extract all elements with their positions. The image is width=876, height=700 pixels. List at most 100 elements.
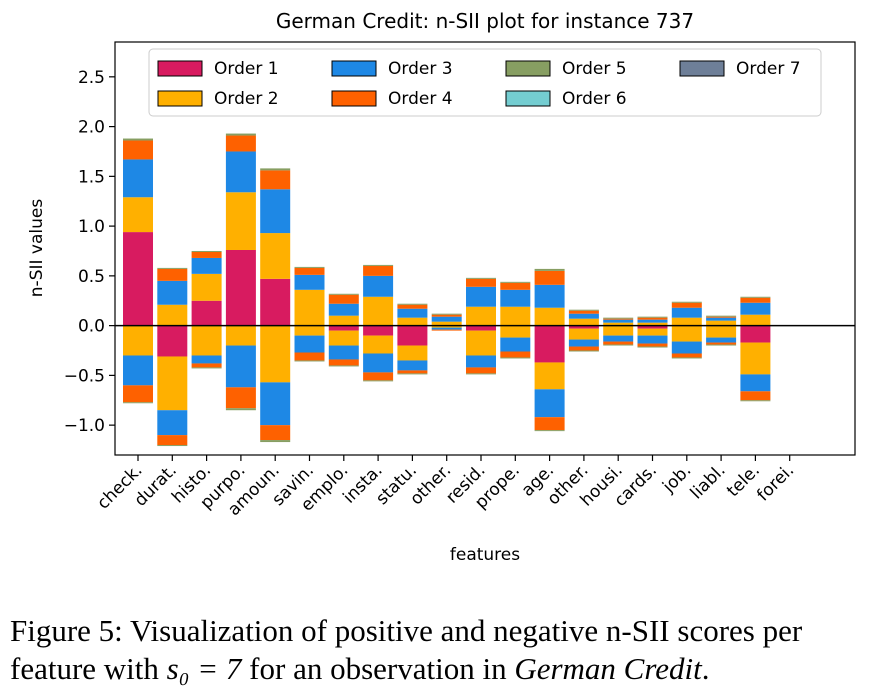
bar-segment (568, 339, 599, 347)
bar-segment (466, 306, 496, 326)
bar-segment (431, 329, 462, 331)
bar-segment (294, 267, 325, 275)
y-tick-label: −0.5 (64, 366, 105, 386)
bar-segment (294, 335, 325, 353)
bar-segment (603, 341, 634, 345)
bar-segment (740, 325, 771, 343)
bar-segment (568, 310, 599, 314)
x-axis: check.durat.histo.purpo.amoun.savin.empl… (93, 455, 798, 520)
bar-segment (260, 170, 291, 190)
y-axis-label: n-SII values (27, 199, 47, 298)
bar-segment (157, 435, 188, 446)
bar-segment (363, 265, 394, 276)
bar-segment (568, 318, 599, 326)
bar-segment (431, 321, 462, 326)
bar-segment (397, 370, 428, 374)
bar-segment (466, 286, 496, 307)
bar-segment (431, 327, 462, 330)
bar-segment (397, 317, 428, 326)
bar-segment (123, 402, 153, 404)
bar-segment (157, 356, 188, 411)
bar-segment (225, 325, 256, 346)
bar-segment (671, 301, 702, 303)
bar-segment (466, 278, 496, 287)
bar-segment (671, 307, 702, 318)
bar-segment (466, 277, 496, 279)
bar-segment (225, 408, 256, 411)
bar-segment (500, 306, 531, 326)
bar-segment (294, 325, 325, 336)
bar-segment (500, 337, 531, 352)
legend-label: Order 3 (388, 59, 453, 79)
bar-segment (123, 385, 153, 403)
bar-segment (225, 249, 256, 326)
bar-segment (671, 353, 702, 358)
bar-segment (534, 284, 565, 308)
bar-segment (568, 350, 599, 352)
y-tick-label: 1.0 (78, 217, 105, 237)
bar-segment (637, 346, 668, 348)
bar-segment (123, 197, 153, 233)
bar-segment (534, 270, 565, 285)
bar-segment (534, 430, 565, 432)
bar-segment (431, 316, 462, 322)
bar-segment (603, 335, 634, 342)
bar-segment (740, 302, 771, 315)
bar-segment (534, 268, 565, 271)
bar-segment (706, 320, 737, 326)
bar-segment (294, 352, 325, 361)
bar-segment (157, 267, 188, 269)
legend-label: Order 2 (214, 89, 279, 109)
bar-segment (603, 322, 634, 326)
bar-segment (671, 341, 702, 354)
bar-segment (294, 289, 325, 326)
bar-segment (568, 313, 599, 319)
legend-label: Order 4 (388, 89, 453, 109)
bar-segment (568, 328, 599, 340)
legend-swatch (331, 90, 377, 107)
bar-segment (225, 387, 256, 409)
plot-frame (114, 41, 856, 456)
bar-segment (603, 325, 634, 336)
bar-segment (568, 309, 599, 311)
bar-segment (603, 317, 634, 319)
bar-segment (706, 342, 737, 345)
n-sii-chart: German Credit: n-SII plot for instance 7… (27, 9, 856, 565)
bar-segment (191, 325, 222, 356)
y-tick-label: 0.0 (78, 317, 105, 337)
bars-layer (123, 133, 771, 447)
legend-label: Order 6 (562, 89, 627, 109)
x-tick-label: forei. (753, 460, 798, 505)
bar-segment (534, 417, 565, 431)
y-tick-label: −1.0 (64, 416, 105, 436)
y-tick-label: 0.5 (78, 267, 105, 287)
bar-segment (706, 315, 737, 317)
bar-segment (740, 391, 771, 401)
bar-segment (466, 373, 496, 375)
bar-segment (706, 337, 737, 343)
bar-segment (191, 300, 222, 326)
bar-segment (397, 373, 428, 375)
bar-segment (534, 362, 565, 390)
bar-segment (397, 325, 428, 346)
bar-segment (671, 325, 702, 342)
bar-segment (157, 280, 188, 305)
legend-swatch (157, 60, 203, 77)
bar-segment (123, 325, 153, 356)
bar-segment (534, 307, 565, 326)
bar-segment (637, 316, 668, 318)
legend-label: Order 5 (562, 59, 627, 79)
bar-segment (500, 351, 531, 358)
bar-segment (397, 345, 428, 361)
bar-segment (740, 342, 771, 375)
bar-segment (123, 138, 153, 141)
bar-segment (191, 251, 222, 258)
bar-segment (294, 274, 325, 290)
bar-segment (328, 293, 359, 295)
bar-segment (466, 355, 496, 368)
bar-segment (260, 440, 291, 443)
caption-suffix: . (701, 651, 710, 686)
legend-swatch (157, 90, 203, 107)
bar-segment (123, 355, 153, 386)
bar-segment (260, 425, 291, 441)
